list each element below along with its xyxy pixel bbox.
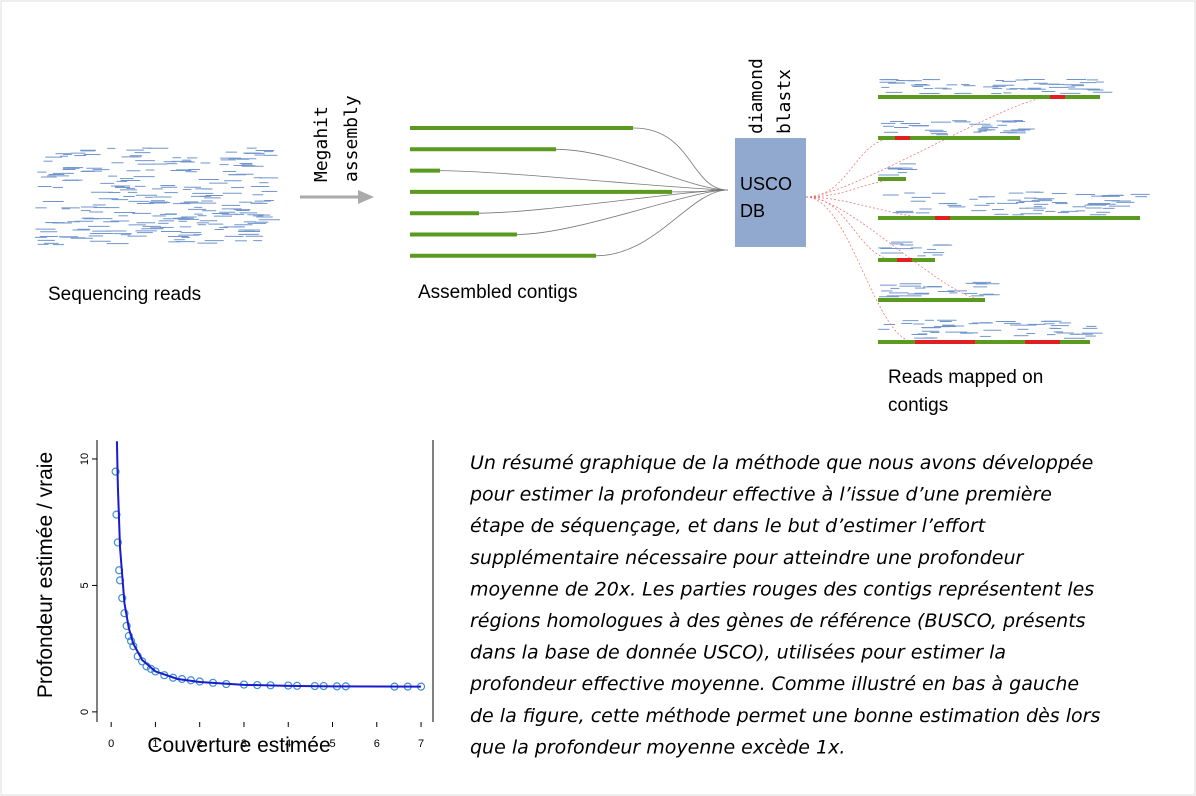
y-axis-label: Profondeur estimée / vraie [34, 452, 57, 698]
map-link [805, 196, 936, 219]
database-box [735, 138, 806, 247]
x-tick-label: 3 [241, 738, 247, 750]
chart: 0 5 10 0 1 2 3 4 5 6 7 Couverture estimée Profondeur… [34, 440, 434, 757]
reads-label: Sequencing reads [48, 284, 201, 305]
caption-line: pour estimer la profondeur effective à l… [469, 484, 1052, 506]
point [120, 609, 129, 618]
x-tick-label: 2 [197, 738, 203, 750]
y-tick-label: 10 [79, 453, 91, 465]
link [516, 189, 729, 235]
map-link [805, 196, 898, 261]
database-label: DB [740, 201, 765, 221]
caption-line: profondeur effective moyenne. Comme illu… [469, 673, 1079, 695]
x-tick-label: 1 [152, 738, 158, 750]
link [439, 170, 729, 191]
caption-line: moyenne de 20x. Les parties rouges des c… [470, 578, 1094, 600]
link [555, 148, 729, 191]
mapped-label: Reads mapped on [888, 367, 1043, 388]
x-tick-label: 4 [285, 738, 291, 750]
x-tick-label: 6 [374, 738, 380, 750]
link [595, 189, 729, 257]
contigs-label: Assembled contigs [418, 282, 577, 303]
assembler-label: assembly [341, 95, 362, 182]
arrow-head [358, 190, 374, 204]
map-link [805, 178, 907, 198]
caption-line: Un résumé graphique de la méthode que no… [470, 452, 1093, 474]
map-link [805, 137, 896, 198]
point [138, 657, 147, 666]
x-tick-label: 7 [418, 738, 424, 750]
caption-line: que la profondeur moyenne excède 1x. [470, 736, 845, 758]
point [118, 593, 127, 603]
database-label: USCO [740, 174, 792, 194]
caption-line: dans la base de donnée USCO), utilisées … [470, 642, 1006, 664]
aligner-label: blastx [774, 69, 795, 134]
caption: Un résumé graphique de la méthode que no… [469, 452, 1100, 758]
map-link [805, 196, 916, 343]
point [113, 538, 122, 547]
mapped-label: contigs [888, 395, 948, 416]
link [478, 189, 729, 214]
assembler-label: Megahit [311, 106, 332, 182]
point [112, 510, 121, 519]
caption-line: de la figure, cette méthode permet une b… [470, 705, 1100, 727]
aligner-label: diamond [746, 58, 767, 134]
x-axis-label: Couverture estimée [147, 734, 330, 757]
diagram-decor [35, 78, 1150, 344]
x-tick-label: 5 [329, 738, 335, 750]
point [124, 631, 133, 641]
point [151, 667, 160, 676]
map-link [805, 196, 986, 301]
caption-line: étape de séquençage, et dans le but d’es… [470, 515, 987, 537]
map-link [805, 96, 1051, 198]
x-tick-label: 0 [108, 738, 114, 750]
point [111, 467, 120, 476]
point [146, 664, 156, 673]
link [632, 127, 729, 191]
point [122, 621, 131, 630]
caption-line: supplémentaire nécessaire pour atteindre… [470, 547, 1024, 569]
fit-line [115, 441, 422, 688]
caption-line: régions homologues à des gènes de référe… [470, 610, 1086, 632]
y-tick-label: 5 [79, 582, 91, 588]
y-tick-label: 0 [79, 709, 91, 715]
